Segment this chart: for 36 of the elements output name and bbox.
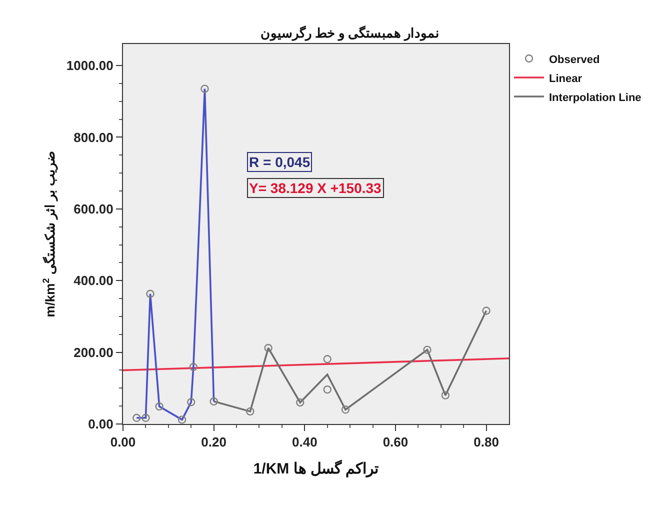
point bbox=[264, 344, 272, 352]
point bbox=[482, 306, 490, 315]
point bbox=[441, 391, 450, 400]
point bbox=[178, 416, 186, 424]
legend-label: Interpolation Line bbox=[549, 92, 642, 104]
y-tick-label: 1000.00 bbox=[66, 58, 114, 74]
y-tick-label: 400.00 bbox=[74, 273, 114, 288]
legend-label: Linear bbox=[549, 72, 583, 85]
y-tick-label: 600.00 bbox=[74, 201, 114, 216]
x-tick-label: 0.00 bbox=[110, 434, 136, 450]
point bbox=[323, 385, 332, 394]
point bbox=[423, 346, 432, 354]
point bbox=[323, 355, 332, 364]
point bbox=[155, 402, 164, 411]
x-tick-label: 0.40 bbox=[292, 434, 318, 450]
point bbox=[296, 398, 304, 407]
point bbox=[210, 397, 218, 406]
point bbox=[142, 414, 150, 422]
annotation: R = 0,045 bbox=[249, 154, 310, 170]
x-tick-label: 0.80 bbox=[474, 434, 499, 450]
point bbox=[246, 407, 254, 416]
y-tick-label: 200.00 bbox=[74, 344, 114, 360]
x-tick-label: 0.60 bbox=[382, 434, 408, 450]
annotation: Y= 38.129 X +150.33 bbox=[249, 180, 382, 196]
point bbox=[189, 362, 198, 372]
point bbox=[341, 406, 350, 414]
y-tick-label: 800.00 bbox=[74, 130, 114, 145]
point bbox=[146, 290, 154, 298]
point bbox=[200, 84, 209, 93]
legend-label: Observed bbox=[549, 54, 600, 66]
y-tick-label: 0.00 bbox=[88, 416, 114, 432]
chart-title: نمودار همبستگی و خط رگرسیون bbox=[260, 24, 440, 42]
x-axis-title: 1/KM تراکم گسل ها bbox=[253, 460, 379, 478]
point bbox=[187, 398, 196, 406]
point bbox=[132, 414, 141, 422]
x-tick-label: 0.20 bbox=[201, 434, 226, 450]
